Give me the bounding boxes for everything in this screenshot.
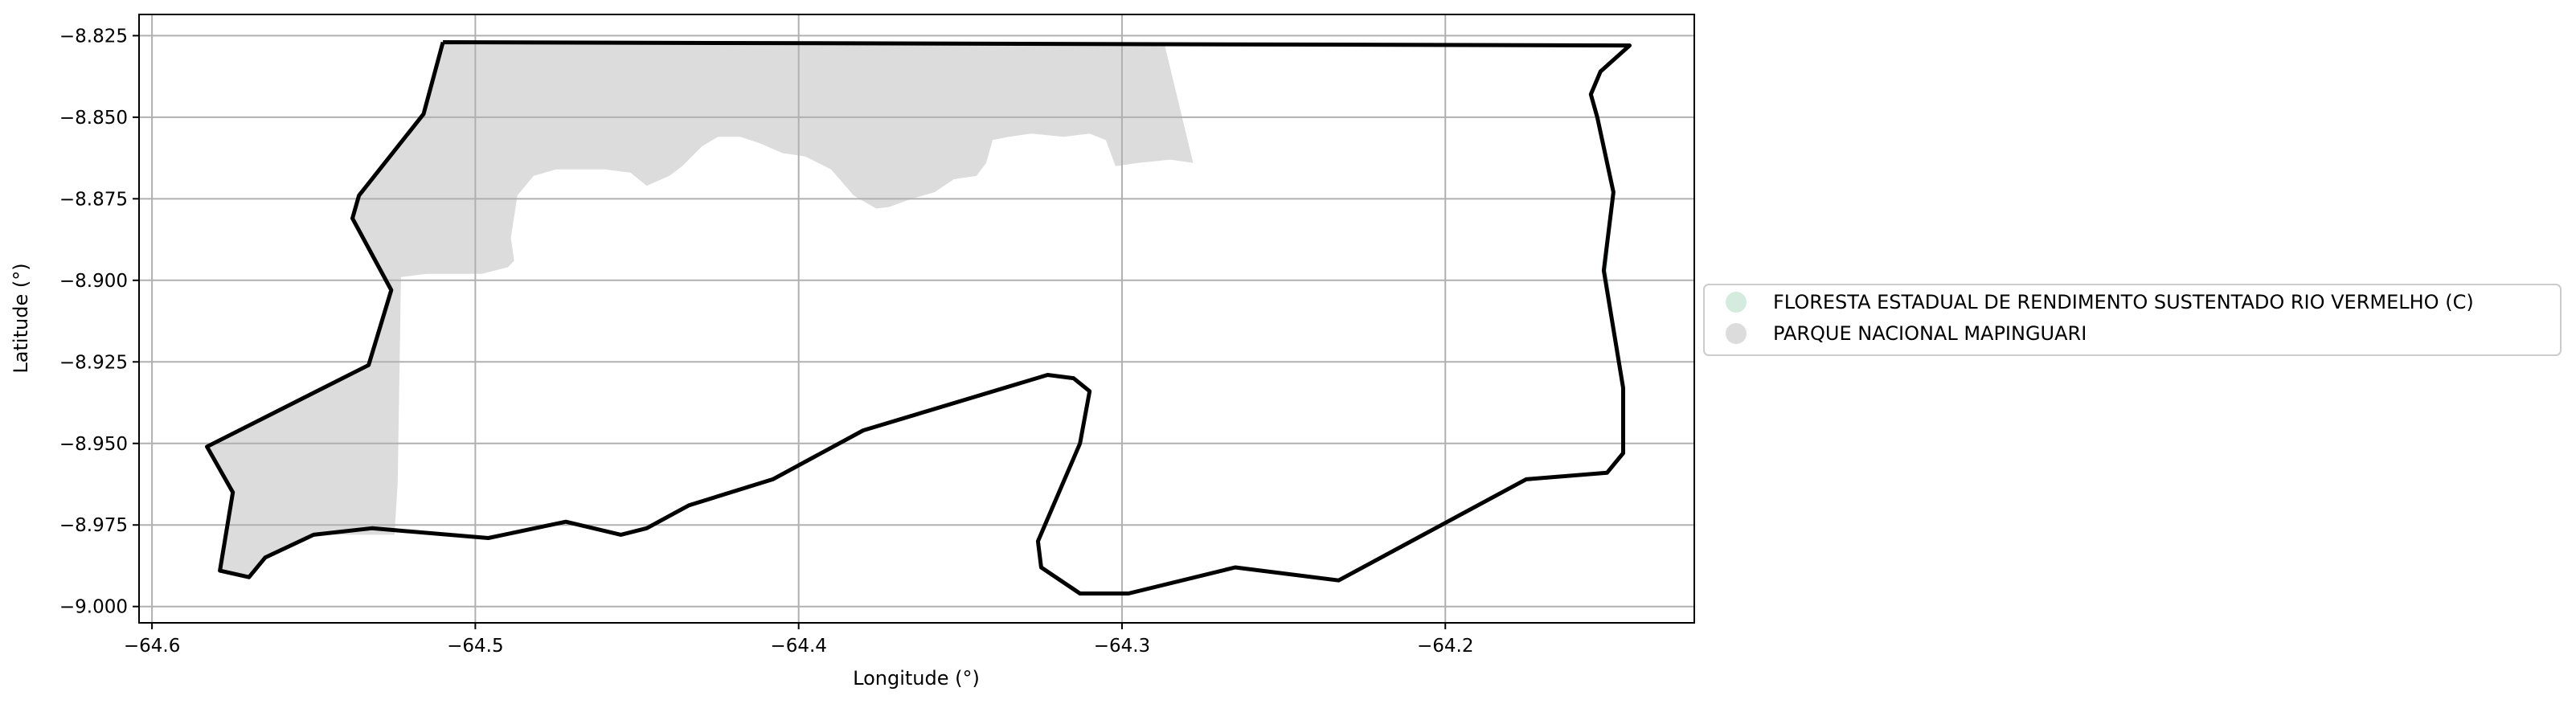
plot-frame [138, 14, 1695, 624]
legend-label-parque-mapinguari: PARQUE NACIONAL MAPINGUARI [1773, 322, 2087, 345]
y-tick-label-6: −8.975 [59, 515, 128, 536]
study-boundary [205, 40, 1632, 596]
y-tick-label-0: −8.825 [59, 26, 128, 47]
boundary-line [205, 40, 1632, 596]
y-tick-label-5: −8.950 [59, 434, 128, 455]
x-tick-label-2: −64.4 [770, 636, 826, 657]
y-axis-ticks: −8.825 −8.850 −8.875 −8.900 −8.925 −8.950 −8.9… [59, 26, 139, 618]
y-tick-label-3: −8.900 [59, 271, 128, 292]
y-tick-label-1: −8.850 [59, 108, 128, 129]
x-tick-label-3: −64.3 [1094, 636, 1150, 657]
x-axis-ticks: −64.6 −64.5 −64.4 −64.3 −64.2 [124, 623, 1473, 657]
x-tick-label-1: −64.5 [447, 636, 503, 657]
y-tick-label-2: −8.875 [59, 189, 128, 210]
x-tick-label-0: −64.6 [124, 636, 180, 657]
legend-marker-parque-mapinguari [1726, 323, 1747, 344]
legend: FLORESTA ESTADUAL DE RENDIMENTO SUSTENTA… [1703, 284, 2562, 356]
x-axis-label: Longitude (°) [853, 667, 980, 690]
grid [139, 14, 1694, 623]
area-parque-mapinguari [207, 42, 1194, 578]
y-tick-label-4: −8.925 [59, 352, 128, 373]
y-tick-label-7: −9.000 [59, 597, 128, 618]
legend-label-floresta-rio-vermelho: FLORESTA ESTADUAL DE RENDIMENTO SUSTENTA… [1773, 291, 2474, 313]
legend-marker-floresta-rio-vermelho [1726, 292, 1747, 313]
legend-frame [1703, 284, 2562, 356]
y-axis-label: Latitude (°) [10, 263, 32, 373]
x-tick-label-4: −64.2 [1417, 636, 1473, 657]
